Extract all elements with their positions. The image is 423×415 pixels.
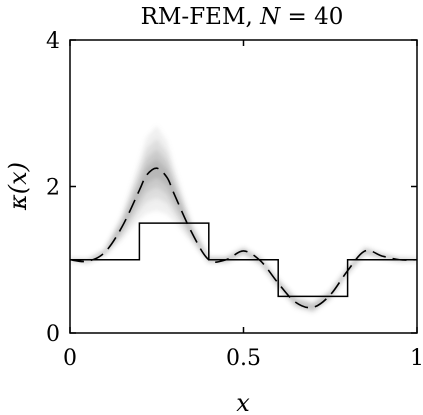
tick-layer: 0 0.5 1 0 2 4 — [46, 29, 423, 371]
x-tick-label: 0.5 — [226, 346, 261, 371]
x-tick-label: 1 — [410, 346, 423, 371]
y-axis-label: κ(x) — [4, 162, 32, 211]
x-axis-label: x — [236, 389, 250, 415]
uncertainty-band — [70, 125, 417, 314]
x-tick-label: 0 — [63, 346, 77, 371]
plot-frame — [69, 39, 418, 334]
y-tick-label: 0 — [46, 322, 60, 347]
chart-title: RM-FEM, N = 40 — [141, 4, 344, 30]
y-tick-label: 4 — [46, 29, 60, 54]
true-step-line — [70, 222, 417, 298]
series-layer — [70, 167, 417, 309]
y-tick-label: 2 — [46, 176, 60, 201]
mean-estimate-line — [70, 167, 417, 309]
